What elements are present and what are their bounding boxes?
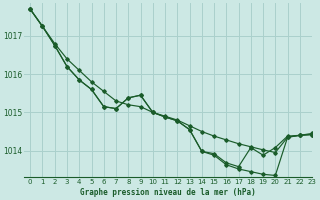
X-axis label: Graphe pression niveau de la mer (hPa): Graphe pression niveau de la mer (hPa) [80, 188, 256, 197]
